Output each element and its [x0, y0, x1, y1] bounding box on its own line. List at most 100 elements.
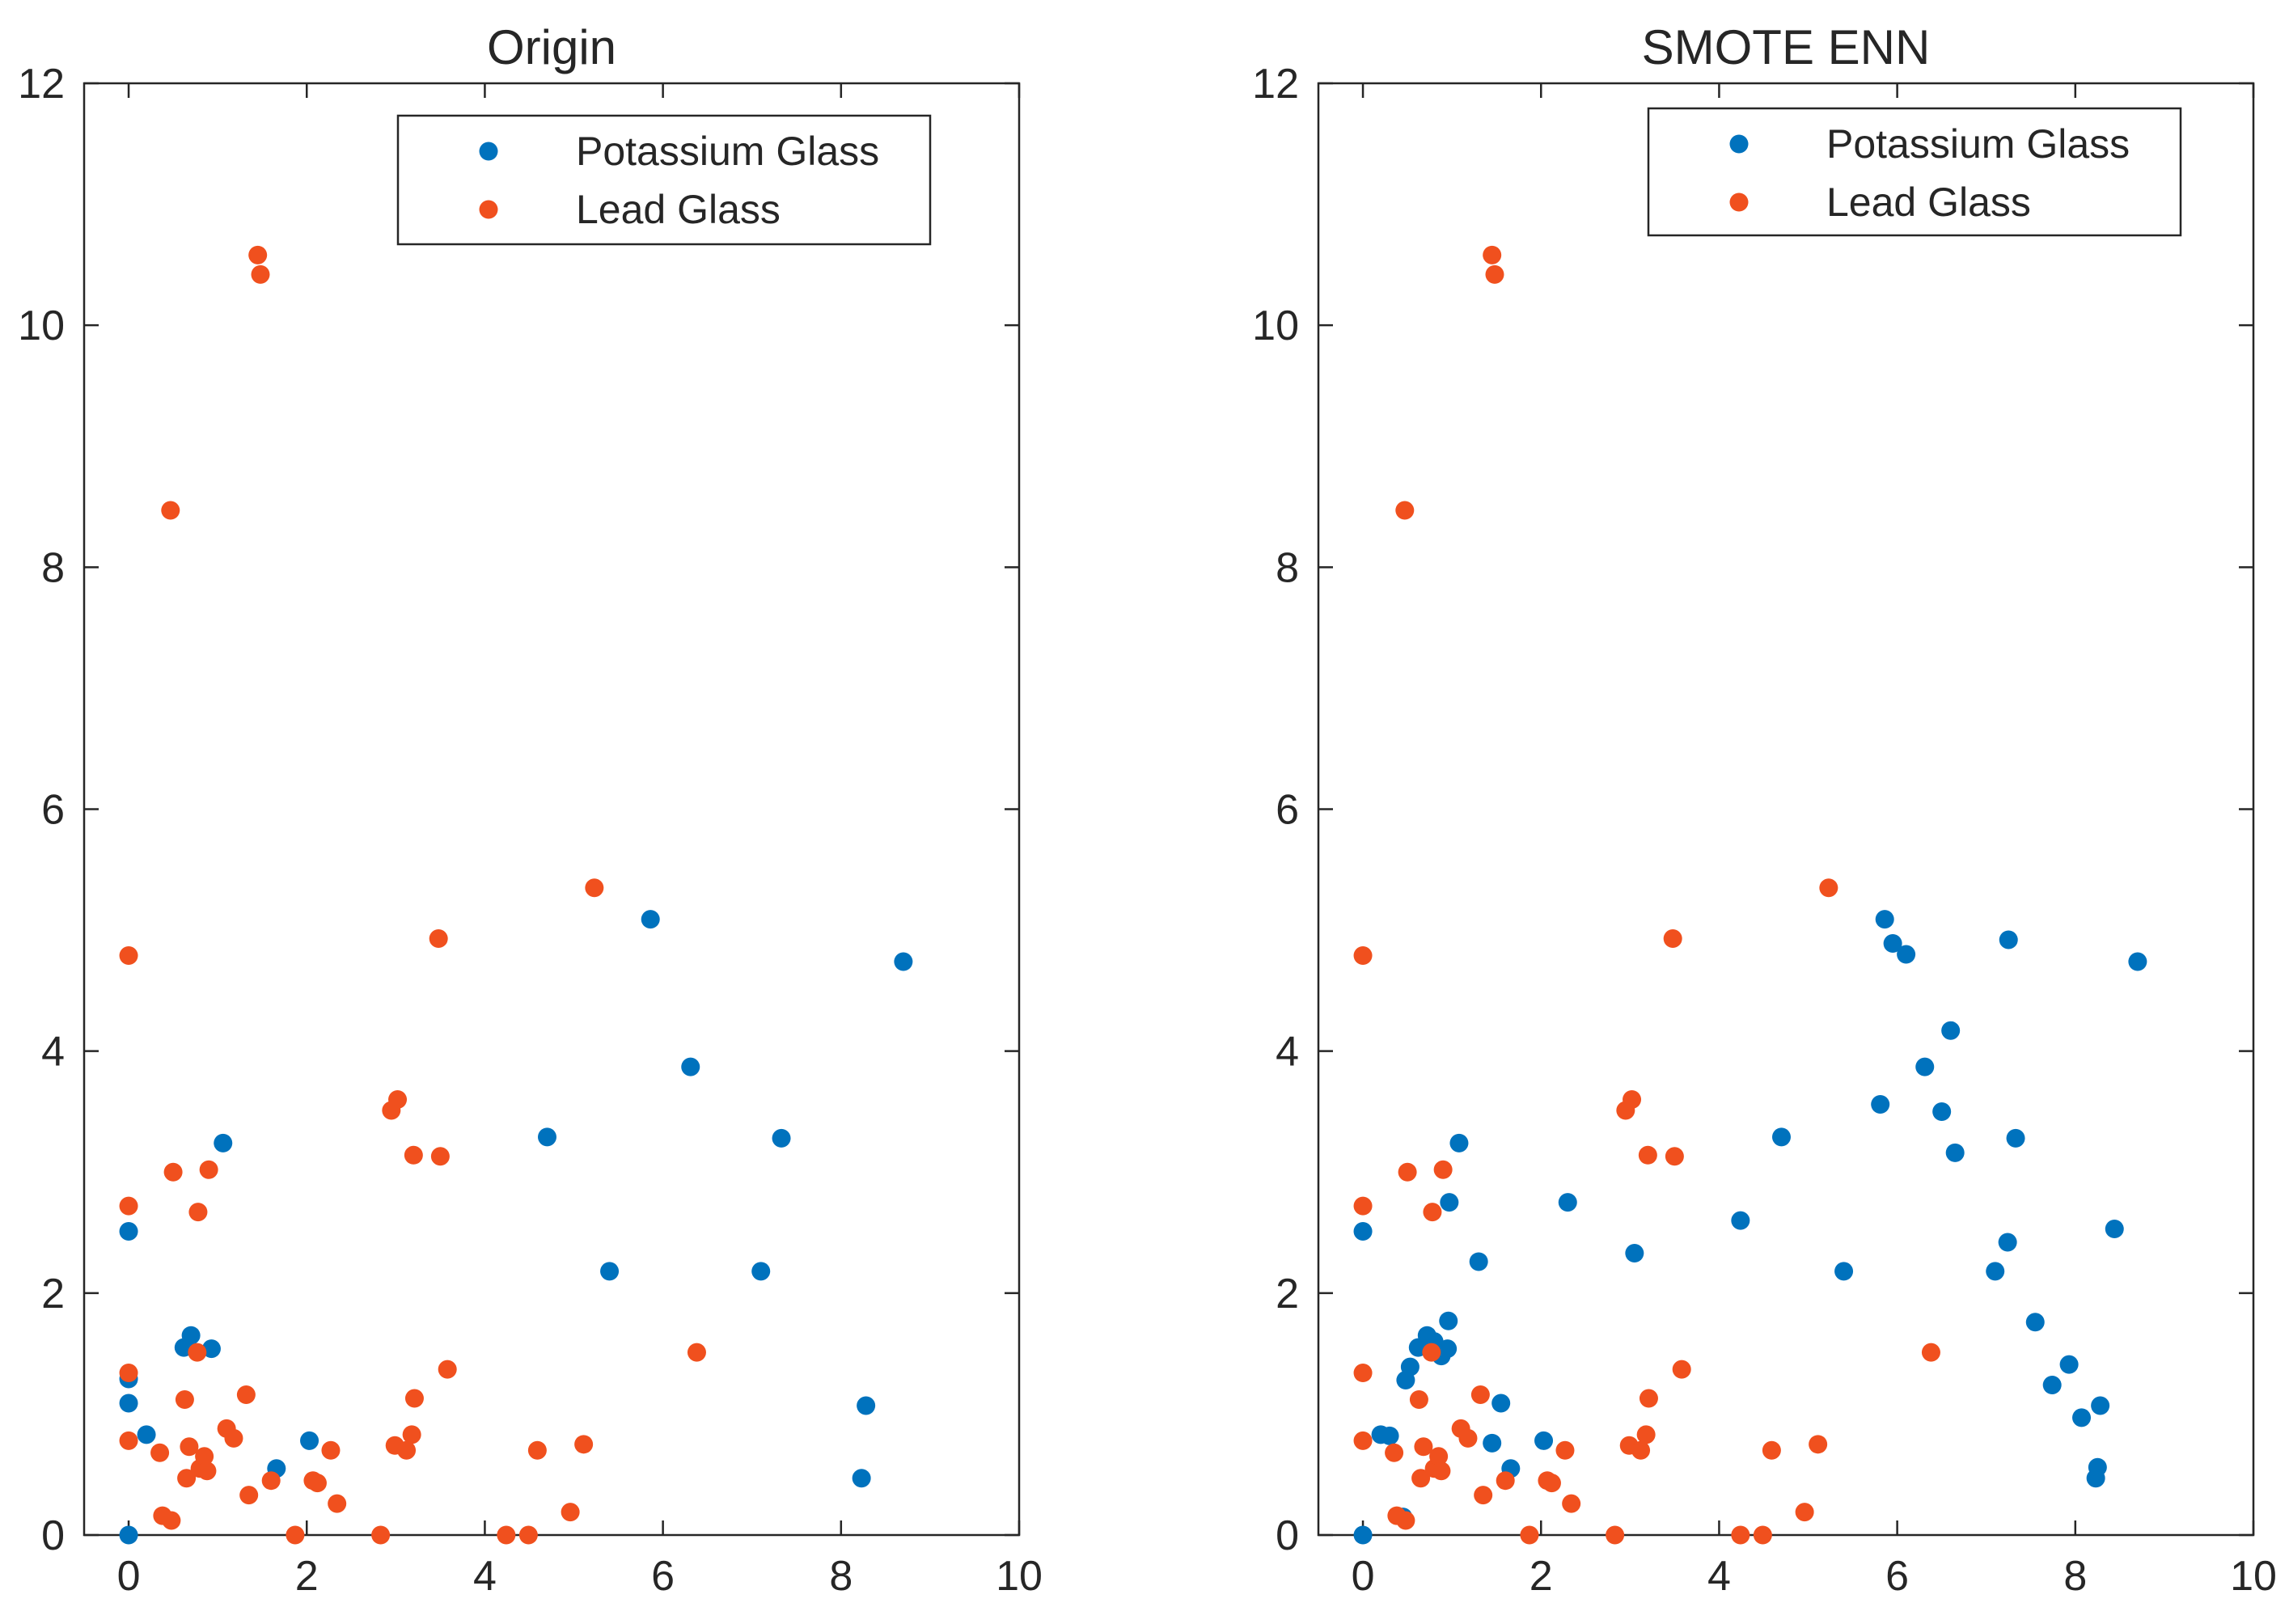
x-tick-label: 8	[2063, 1553, 2087, 1600]
data-point-lead	[150, 1443, 170, 1462]
data-point-lead	[188, 1203, 208, 1222]
x-tick-label: 0	[1352, 1553, 1375, 1600]
data-point-potassium	[181, 1326, 201, 1345]
y-tick-label: 8	[1276, 544, 1299, 591]
data-point-lead	[307, 1474, 327, 1493]
data-point-lead	[1423, 1203, 1442, 1222]
data-point-lead	[119, 1431, 138, 1450]
legend: Potassium Glass Lead Glass	[396, 114, 932, 246]
data-point-potassium	[600, 1262, 620, 1281]
data-point-potassium	[119, 1525, 138, 1545]
data-point-lead	[1353, 945, 1373, 965]
data-point-lead	[119, 945, 138, 965]
y-tick-label: 2	[1276, 1271, 1299, 1317]
data-point-potassium	[1400, 1357, 1420, 1377]
x-tick-label: 6	[1885, 1553, 1909, 1600]
data-point-potassium	[1897, 945, 1916, 964]
series-potassium-points	[119, 910, 913, 1545]
data-point-potassium	[1875, 910, 1894, 929]
data-point-lead	[1458, 1428, 1478, 1448]
data-point-lead	[1731, 1525, 1750, 1545]
data-point-potassium	[2105, 1220, 2124, 1239]
legend-box	[1647, 107, 2182, 237]
y-tick-label: 0	[41, 1512, 65, 1559]
data-point-lead	[1433, 1160, 1453, 1179]
data-point-lead	[388, 1090, 408, 1109]
x-tick-label: 2	[295, 1553, 319, 1600]
data-point-lead	[1474, 1486, 1493, 1505]
data-point-lead	[1385, 1443, 1404, 1462]
data-point-potassium	[1625, 1243, 1644, 1262]
data-point-potassium	[1353, 1525, 1373, 1545]
x-tick-label: 4	[473, 1553, 497, 1600]
legend: Potassium Glass Lead Glass	[1647, 107, 2182, 237]
data-point-lead	[1555, 1440, 1575, 1460]
data-point-lead	[1395, 501, 1415, 520]
data-point-potassium	[1380, 1426, 1399, 1445]
data-point-lead	[1414, 1437, 1433, 1457]
data-point-lead	[1809, 1435, 1828, 1454]
data-point-potassium	[119, 1222, 138, 1241]
data-point-lead	[1819, 878, 1838, 898]
y-tick-label: 4	[41, 1029, 65, 1076]
y-tick-label: 4	[1276, 1029, 1299, 1076]
data-point-lead	[161, 501, 180, 520]
data-point-lead	[239, 1486, 259, 1505]
data-point-lead	[188, 1343, 207, 1362]
data-point-lead	[1562, 1494, 1581, 1513]
data-point-potassium	[1449, 1133, 1469, 1152]
data-point-potassium	[1941, 1021, 1961, 1040]
data-point-potassium	[641, 910, 660, 929]
legend-label-lead: Lead Glass	[1826, 180, 2031, 225]
x-tick-label: 6	[651, 1553, 675, 1600]
data-point-lead	[163, 1162, 183, 1182]
data-point-lead	[1429, 1447, 1449, 1466]
data-point-potassium	[1986, 1262, 2005, 1281]
y-tick-label: 12	[18, 61, 65, 108]
data-point-potassium	[772, 1128, 791, 1148]
data-point-potassium	[1438, 1339, 1458, 1359]
y-tick-label: 0	[1276, 1512, 1299, 1559]
data-point-potassium	[857, 1396, 876, 1415]
data-point-lead	[1353, 1196, 1373, 1216]
data-point-lead	[162, 1511, 181, 1530]
chart-origin: 0 2 4 6 8 10 0 2 4 6 8 10 12 Origin Potassium Glass Lea…	[18, 20, 1043, 1600]
data-point-lead	[195, 1447, 214, 1466]
data-point-potassium	[2128, 952, 2147, 971]
data-point-potassium	[1731, 1211, 1750, 1230]
data-point-lead	[561, 1503, 580, 1522]
data-point-lead	[1762, 1440, 1781, 1460]
data-point-potassium	[119, 1394, 138, 1413]
data-point-lead	[1753, 1525, 1772, 1545]
data-point-lead	[1663, 929, 1682, 949]
data-point-potassium	[1439, 1311, 1458, 1330]
data-point-potassium	[2088, 1457, 2107, 1477]
data-point-lead	[321, 1440, 341, 1460]
legend-label-potassium: Potassium Glass	[576, 129, 879, 174]
x-tick-label: 10	[996, 1553, 1043, 1600]
data-point-potassium	[1998, 1233, 2017, 1252]
data-point-lead	[248, 245, 268, 264]
data-point-lead	[197, 1461, 217, 1481]
data-point-lead	[402, 1425, 421, 1444]
data-point-lead	[1409, 1389, 1428, 1409]
x-tick-label: 4	[1707, 1553, 1731, 1600]
data-point-lead	[180, 1437, 199, 1457]
y-tick-label: 6	[41, 787, 65, 834]
data-point-lead	[1542, 1474, 1561, 1493]
x-tick-label: 10	[2230, 1553, 2277, 1600]
legend-marker-lead	[479, 200, 498, 219]
data-point-lead	[574, 1435, 594, 1454]
data-point-lead	[1921, 1343, 1940, 1362]
data-point-lead	[199, 1160, 218, 1179]
data-point-lead	[261, 1471, 281, 1491]
data-point-potassium	[1353, 1222, 1373, 1241]
y-tick-label: 10	[1252, 302, 1299, 349]
data-point-lead	[430, 1147, 450, 1166]
data-point-lead	[1422, 1343, 1441, 1362]
data-point-lead	[328, 1494, 347, 1513]
data-point-lead	[177, 1469, 197, 1488]
data-point-potassium	[2059, 1355, 2079, 1374]
